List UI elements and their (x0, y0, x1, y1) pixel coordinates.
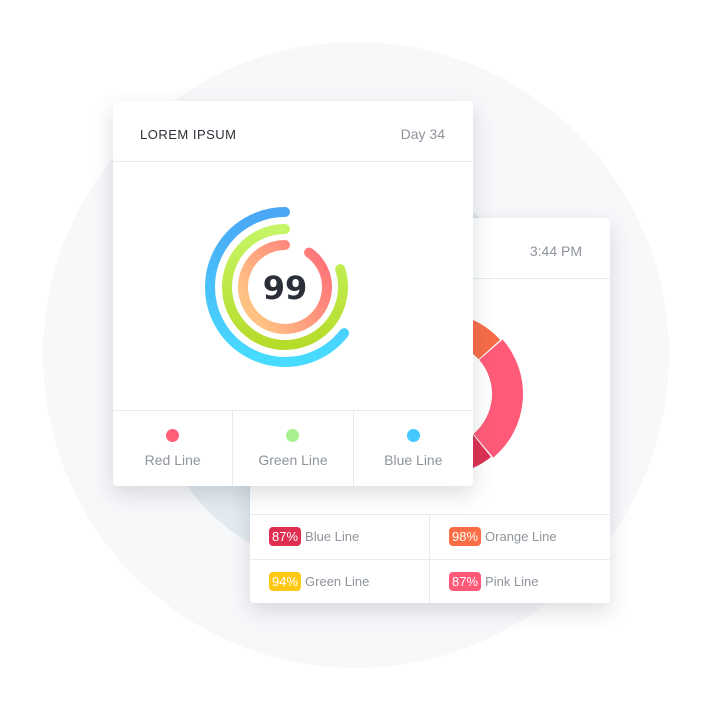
rings-card-header: LOREM IPSUM Day 34 (113, 101, 473, 162)
stat-badge: 87% (449, 571, 482, 591)
card-title: LOREM IPSUM (140, 127, 237, 142)
time-label: 3:44 PM (529, 243, 582, 259)
legend-item-red: Red Line (113, 411, 234, 486)
stat-badge: 87% (269, 527, 302, 547)
ring-blue (205, 207, 350, 367)
stat-item: 98% Orange Line (430, 515, 610, 560)
legend-item-green: Green Line (233, 411, 354, 486)
dot-icon (166, 429, 180, 442)
day-label: Day 34 (400, 126, 445, 142)
legend-label: Red Line (144, 452, 201, 468)
stat-item: 87% Pink Line (430, 560, 610, 604)
stat-label: Green Line (305, 573, 370, 589)
stat-badge: 94% (269, 571, 302, 591)
donut-segment-pink (473, 339, 523, 458)
legend-item-blue: Blue Line (354, 411, 473, 486)
center-value: 99 (263, 269, 308, 307)
stats-grid: 87% Blue Line 98% Orange Line 94% Green Lin… (250, 514, 610, 603)
legend-label: Blue Line (384, 452, 443, 468)
stat-label: Orange Line (485, 529, 557, 545)
dot-icon (286, 429, 300, 442)
ring-green (222, 224, 348, 350)
stat-label: Blue Line (305, 529, 360, 545)
stat-label: Pink Line (485, 573, 539, 589)
rings-card: LOREM IPSUM Day 34 99 Red Line Green Lin… (113, 101, 473, 486)
legend: Red Line Green Line Blue Line (113, 410, 473, 486)
legend-label: Green Line (258, 452, 328, 468)
stat-item: 94% Green Line (250, 559, 430, 603)
dot-icon (406, 429, 420, 442)
activity-rings: 99 (205, 207, 350, 367)
stat-badge: 98% (449, 527, 482, 547)
stat-item: 87% Blue Line (250, 515, 430, 560)
ring-red (238, 240, 332, 334)
